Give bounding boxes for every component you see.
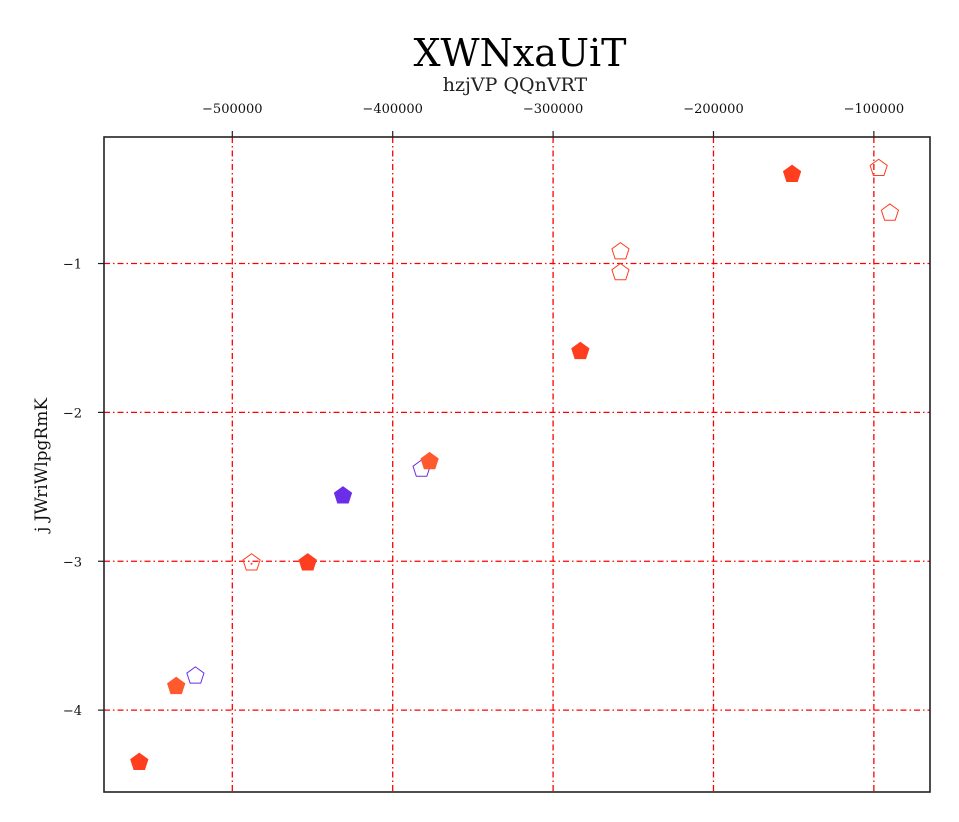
- grid-lines: [104, 137, 930, 792]
- data-point-4: [298, 553, 317, 571]
- y-tick-label: −2: [63, 406, 82, 421]
- data-point-1: [167, 676, 186, 695]
- data-point-12: [869, 158, 888, 177]
- data-point-9: [611, 242, 630, 260]
- data-point-10: [611, 262, 630, 281]
- data-point-3: [242, 553, 261, 571]
- chart-title: XWNxaUiT: [414, 31, 627, 75]
- x-axis-ticks: −500000 −400000 −300000 −200000 −100000: [202, 102, 904, 137]
- y-axis-label: j JWriWlpgRmK: [32, 398, 52, 534]
- data-point-8: [571, 341, 590, 360]
- y-tick-label: −3: [63, 555, 82, 570]
- data-point-0: [130, 752, 149, 771]
- y-tick-label: −4: [63, 704, 82, 719]
- x-tick-label: −400000: [362, 102, 423, 117]
- x-tick-label: −100000: [844, 102, 905, 117]
- data-point-11: [782, 164, 802, 182]
- y-axis-ticks: −1 −2 −3 −4: [63, 258, 104, 719]
- data-points: [130, 158, 900, 771]
- data-point-7: [420, 451, 439, 470]
- chart-subtitle: hzjVP QQnVRT: [443, 74, 588, 96]
- data-point-13: [880, 203, 900, 221]
- data-point-center-dot: [250, 562, 253, 565]
- x-tick-label: −200000: [683, 102, 744, 117]
- y-tick-label: −1: [63, 258, 82, 273]
- plot-area-frame: [103, 136, 931, 793]
- data-point-2: [186, 666, 205, 684]
- data-point-5: [333, 486, 353, 504]
- x-tick-label: −500000: [202, 102, 263, 117]
- x-tick-label: −300000: [523, 102, 584, 117]
